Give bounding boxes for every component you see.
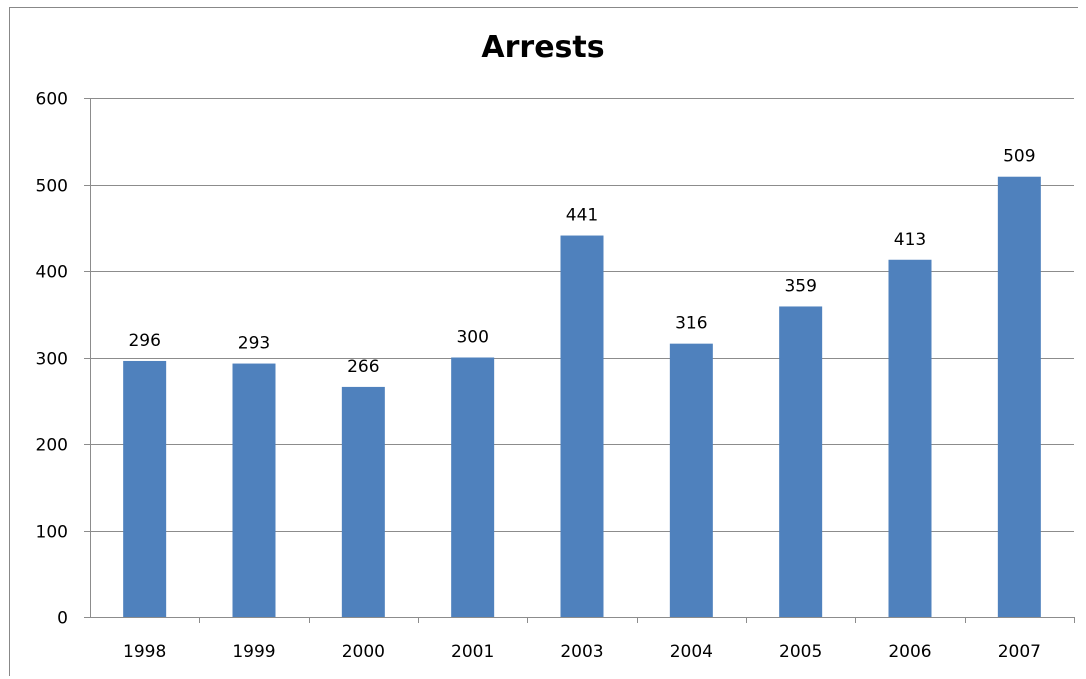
x-tick-label: 2007 — [998, 642, 1041, 662]
data-label: 509 — [1003, 147, 1035, 167]
chart-title: Arrests — [481, 30, 605, 65]
data-label: 441 — [566, 206, 598, 226]
x-tick-label: 2004 — [670, 642, 713, 662]
bar — [341, 386, 385, 617]
y-tick-label: 200 — [36, 436, 68, 456]
data-label: 293 — [238, 334, 270, 354]
axes — [84, 98, 1075, 623]
x-tick-label: 2005 — [779, 642, 822, 662]
bar — [997, 176, 1041, 617]
x-tick-label: 2006 — [888, 642, 931, 662]
bar — [560, 235, 604, 617]
bar — [888, 259, 932, 617]
x-tick-label: 2003 — [560, 642, 603, 662]
y-tick-label: 0 — [57, 609, 68, 629]
bars — [123, 176, 1041, 617]
bar — [232, 363, 276, 617]
y-tick-label: 300 — [36, 350, 68, 370]
y-tick-label: 600 — [36, 90, 68, 110]
data-label: 359 — [784, 276, 816, 296]
data-label: 300 — [456, 328, 488, 348]
y-tick-label: 500 — [36, 177, 68, 197]
x-tick-label: 1999 — [232, 642, 275, 662]
y-tick-label: 100 — [36, 523, 68, 543]
bar — [123, 360, 167, 617]
data-label: 413 — [894, 230, 926, 250]
labels: 0 100 200 300 400 500 600 296 1998 293 1999 266 2000… — [36, 90, 1041, 663]
bar — [451, 357, 495, 617]
data-label: 266 — [347, 357, 379, 377]
x-tick-label: 2000 — [342, 642, 385, 662]
x-tick-label: 1998 — [123, 642, 166, 662]
x-tick-label: 2001 — [451, 642, 494, 662]
data-label: 316 — [675, 314, 707, 334]
bar — [669, 343, 713, 617]
y-tick-label: 400 — [36, 263, 68, 283]
bar — [779, 306, 823, 617]
data-label: 296 — [128, 331, 160, 351]
